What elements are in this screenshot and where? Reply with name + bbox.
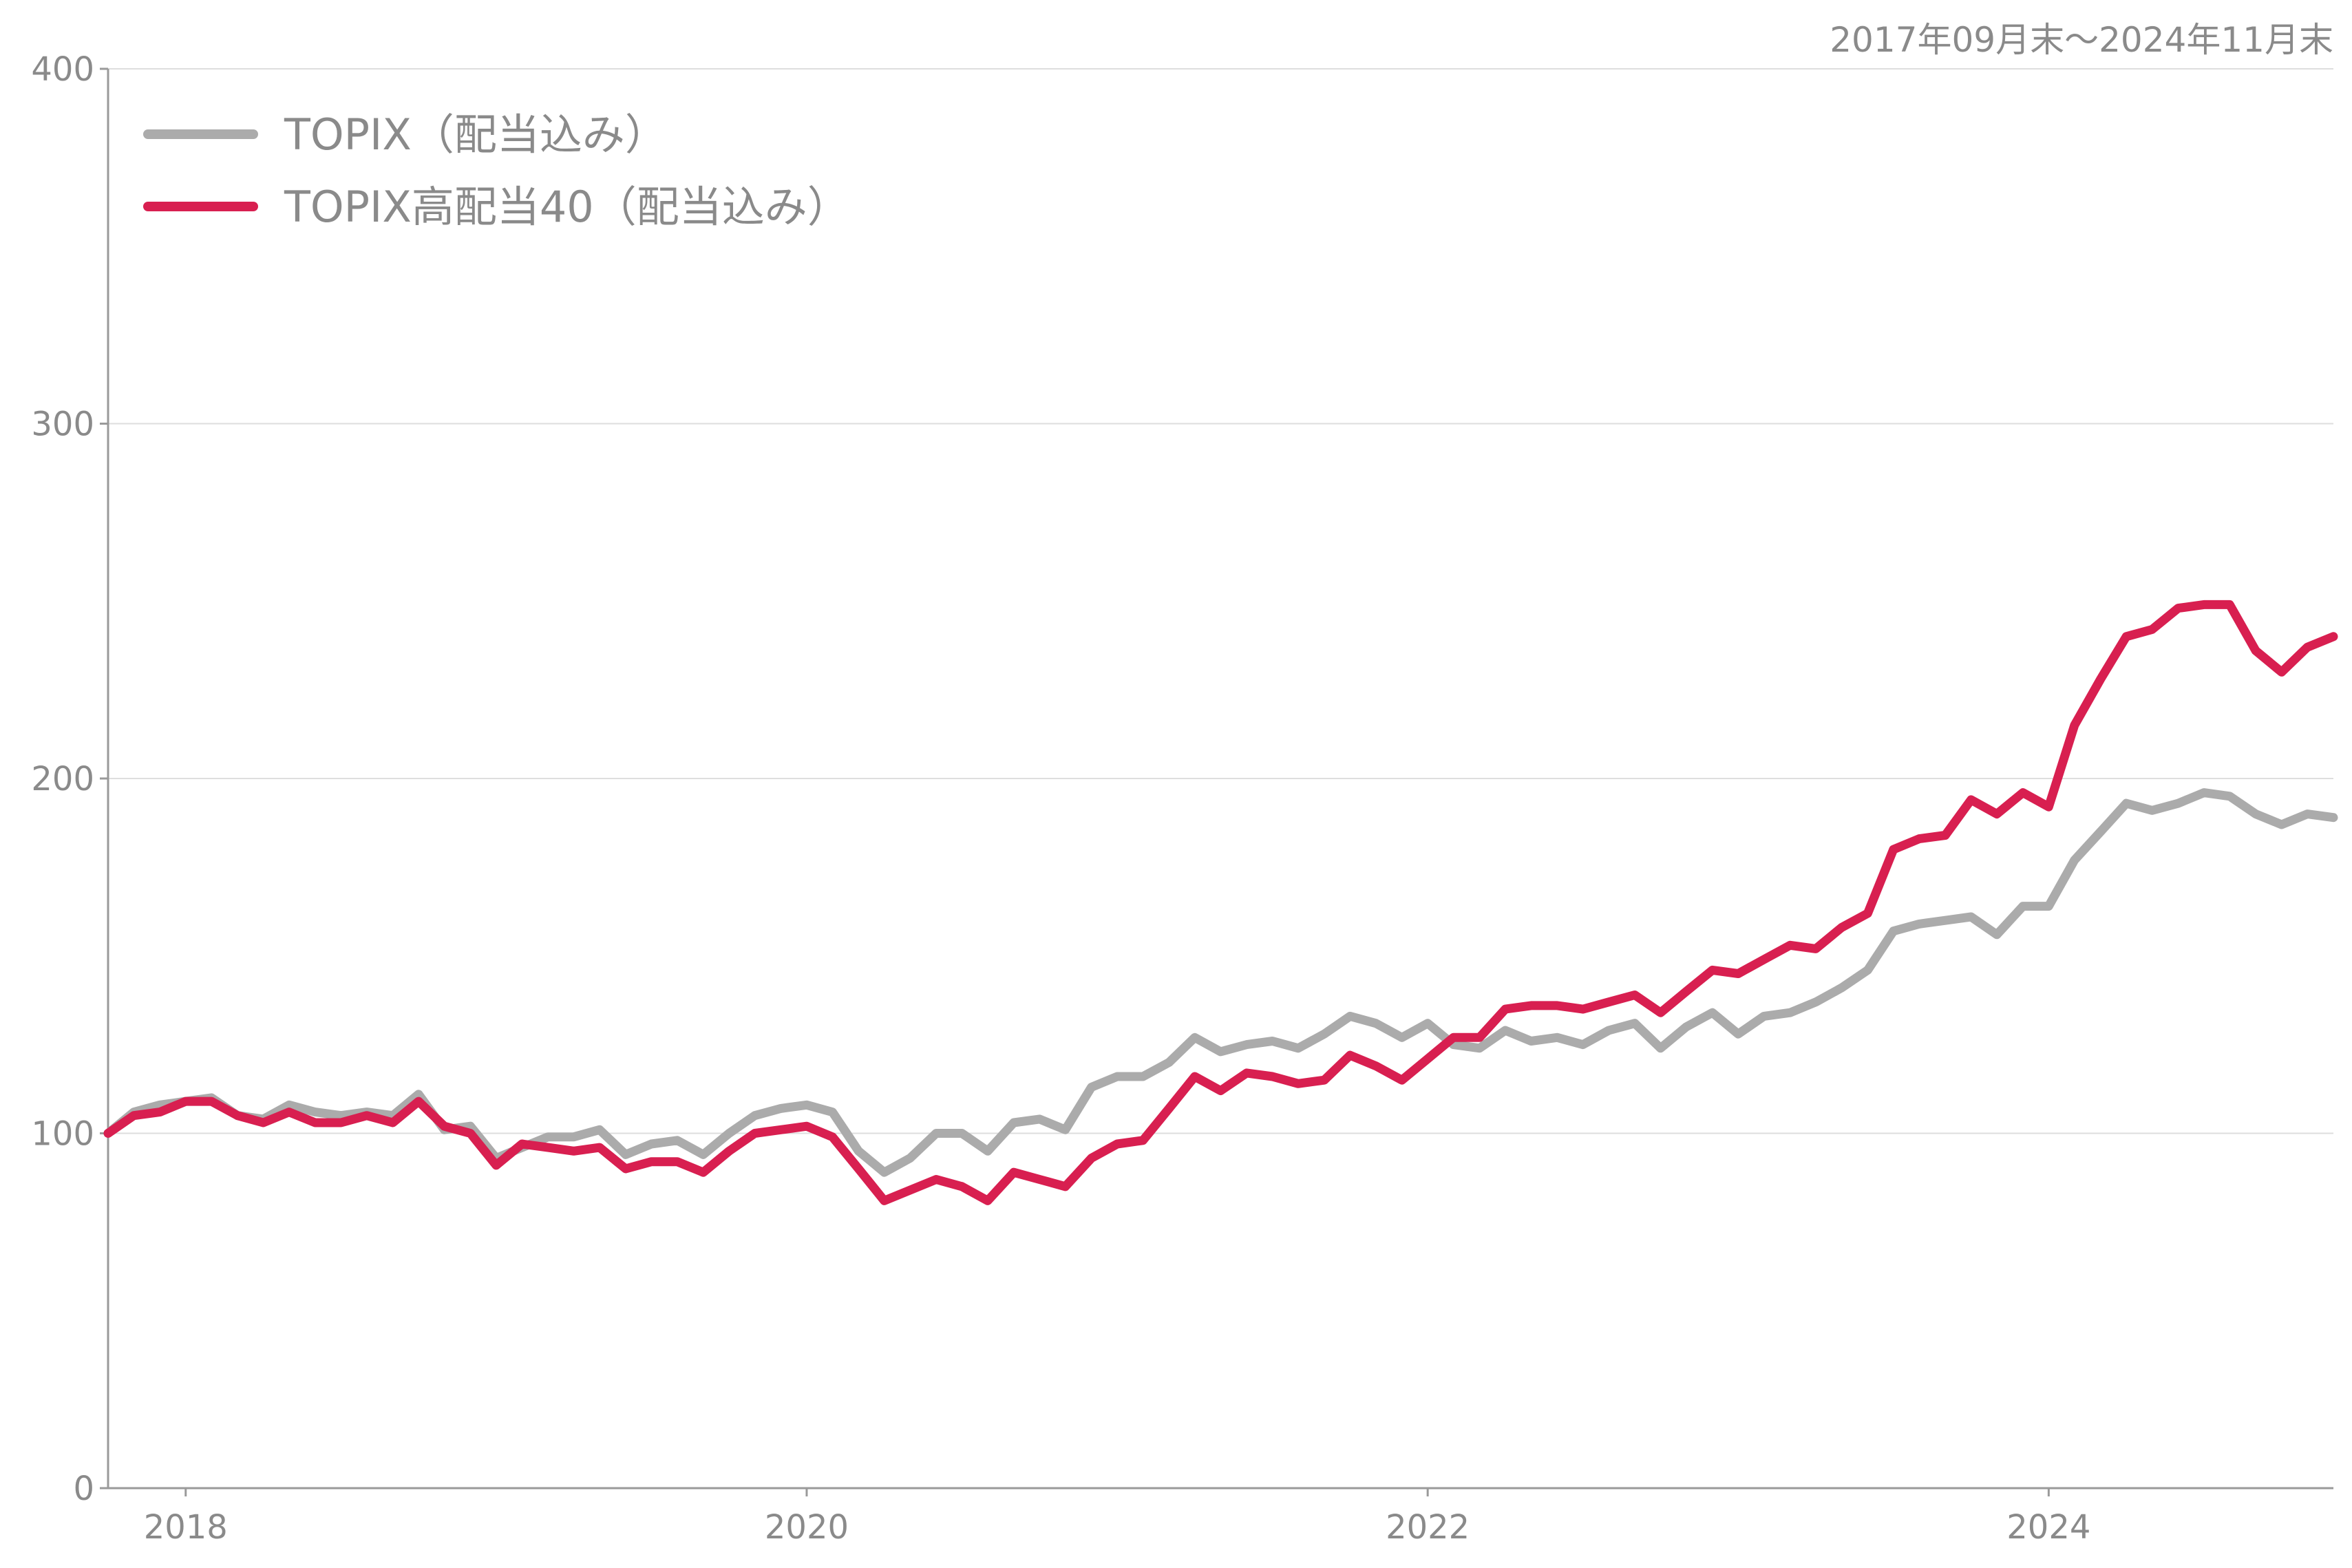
x-tick-label: 2020 bbox=[765, 1508, 849, 1547]
y-tick-labels: 0 100 200 300 400 bbox=[31, 50, 94, 1508]
series-line-topix bbox=[103, 788, 2338, 1177]
x-tick-label: 2018 bbox=[144, 1508, 228, 1547]
y-tick-label: 300 bbox=[31, 405, 94, 444]
axes bbox=[107, 69, 2333, 1490]
series-line-topix-high-dividend-40 bbox=[103, 600, 2338, 1205]
period-label: 2017年09月末～2024年11月末 bbox=[1830, 20, 2333, 60]
x-tick-label: 2024 bbox=[2006, 1508, 2090, 1547]
grid-lines bbox=[100, 67, 2333, 1496]
y-tick-label: 400 bbox=[31, 50, 94, 89]
y-tick-label: 100 bbox=[31, 1115, 94, 1154]
legend: TOPIX（配当込み） TOPIX高配当40（配当込み） bbox=[143, 109, 850, 232]
y-tick-label: 0 bbox=[73, 1470, 94, 1508]
y-tick-label: 200 bbox=[31, 760, 94, 798]
legend-label-topix-high-dividend-40: TOPIX高配当40（配当込み） bbox=[284, 182, 850, 232]
legend-label-topix: TOPIX（配当込み） bbox=[284, 109, 668, 160]
x-tick-labels: 2018 2020 2022 2024 bbox=[144, 1508, 2091, 1547]
series-lines bbox=[103, 600, 2338, 1205]
x-tick-label: 2022 bbox=[1386, 1508, 1470, 1547]
